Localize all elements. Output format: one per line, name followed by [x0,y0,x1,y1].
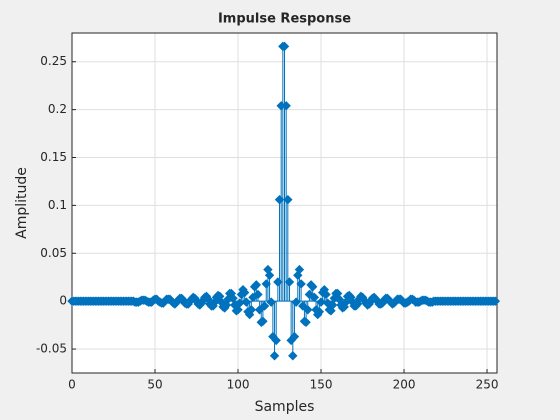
stem-marker [283,194,293,205]
y-tick-label: 0 [59,294,67,308]
stem-marker [284,277,295,287]
x-axis-label: Samples [255,399,315,415]
stem-marker [301,317,311,327]
stem-marker [327,300,338,310]
stem-marker [314,306,325,317]
stem-marker [233,305,243,315]
stem-marker [254,305,265,315]
y-tick-label: 0.2 [48,102,67,116]
y-tick-label: 0.15 [40,150,67,164]
stem-marker [259,301,270,311]
y-tick-label: 0.1 [48,198,67,212]
y-tick-label: -0.05 [36,342,67,356]
stem-marker [264,270,275,281]
x-tick-label: 0 [68,378,76,392]
stem-marker [296,279,306,289]
y-axis-label: Amplitude [14,167,30,239]
stem-marker [258,316,268,326]
stem-marker [294,264,305,275]
stem-marker [289,331,300,342]
stem-marker [274,194,285,205]
stem-marker [309,292,320,303]
stem-marker [246,305,257,315]
stem-marker [303,305,313,315]
stem-marker [251,280,261,290]
stem-marker [326,306,336,316]
stem-marker [266,297,276,307]
stem-marker [490,296,501,306]
x-tick-label: 150 [310,378,333,392]
stem-marker [221,300,232,310]
stem-marker [308,282,318,292]
stem-marker [281,101,291,111]
y-tick-label: 0.05 [40,246,67,260]
x-tick-label: 100 [227,378,250,392]
stem-marker [239,287,250,298]
chart-title: Impulse Response [218,12,351,27]
stem-marker [269,351,280,361]
x-tick-label: 200 [393,378,416,392]
axes-box [71,32,498,374]
x-tick-label: 250 [476,378,499,392]
y-tick-label: 0.25 [40,54,67,68]
stem-marker [253,289,263,300]
stem-marker [288,351,298,361]
stem-marker [321,289,331,300]
x-tick-label: 50 [147,378,162,392]
stem-marker [279,41,290,52]
stem-marker [271,335,281,346]
